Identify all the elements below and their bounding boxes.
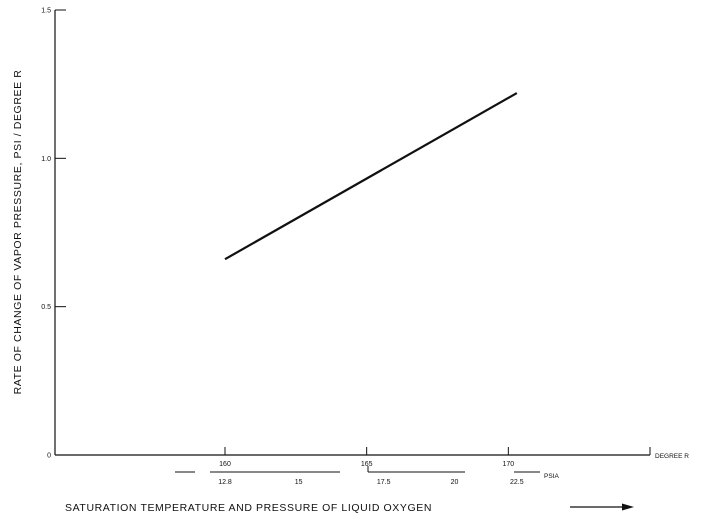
secondary-x-tick-label: 22.5 xyxy=(510,479,524,486)
x-tick-label: 170 xyxy=(502,461,514,468)
secondary-x-tick-label: 17.5 xyxy=(377,479,391,486)
y-tick-label: 1.5 xyxy=(41,8,51,15)
x-tick-label: 165 xyxy=(361,461,373,468)
secondary-x-tick-label: 12.8 xyxy=(218,479,232,486)
y-tick-label: 1.0 xyxy=(41,156,51,163)
arrow-right-icon xyxy=(570,503,634,511)
secondary-x-tick-label: 20 xyxy=(451,479,459,486)
secondary-x-unit-label: PSIA xyxy=(544,473,559,480)
x-unit-label: DEGREE R xyxy=(655,453,689,460)
secondary-x-tick-label: 15 xyxy=(295,479,303,486)
secondary-x-axis-ticks: 12.8 15 17.5 20 22.5 xyxy=(175,466,540,486)
x-tick-label: 160 xyxy=(219,461,231,468)
y-axis-ticks: 0 0.5 1.0 1.5 xyxy=(41,8,66,460)
y-tick-label: 0 xyxy=(47,453,51,460)
y-axis-title: RATE OF CHANGE OF VAPOR PRESSURE, PSI / … xyxy=(12,70,24,395)
series-line xyxy=(224,92,518,261)
x-axis-ticks: 160 165 170 xyxy=(219,447,514,468)
plot-series xyxy=(224,92,518,261)
y-tick-label: 0.5 xyxy=(41,304,51,311)
x-axis-title: SATURATION TEMPERATURE AND PRESSURE OF L… xyxy=(65,502,432,514)
